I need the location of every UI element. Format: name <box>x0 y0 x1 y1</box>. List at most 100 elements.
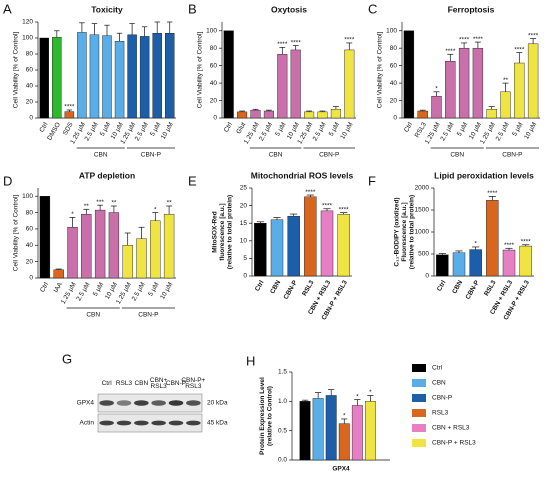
bar <box>304 196 317 277</box>
group-label: CBN <box>94 152 108 159</box>
lane-label-line: CBN-P+ <box>181 377 205 384</box>
y-tick-label: 120 <box>22 19 33 26</box>
y-tick-label: 1500 <box>415 207 430 214</box>
panel-letter: C <box>368 1 377 16</box>
bar <box>277 54 288 119</box>
x-tick-label: Glut <box>235 121 247 135</box>
y-axis-label: MitoSOX-Red <box>212 211 219 253</box>
bar <box>500 91 511 119</box>
y-tick-label: 1.0 <box>278 398 287 405</box>
y-tick-label: 10 <box>240 238 248 245</box>
bar <box>165 33 175 119</box>
lane-label: CBN <box>134 380 148 387</box>
lane-label: Ctrl <box>102 380 113 387</box>
lane-label: CBN+ RSL3 <box>150 377 168 390</box>
significance-label: ** <box>167 200 173 207</box>
blot-band <box>134 420 149 426</box>
group-label: CBN-P <box>502 152 522 159</box>
lane-label-line: Ctrl <box>102 380 113 387</box>
blot-band <box>134 400 149 406</box>
chart-title: Ferroptosis <box>448 4 495 14</box>
bar <box>325 395 337 461</box>
lane-label: CBN-P <box>166 380 186 387</box>
panel-letter: D <box>3 173 12 188</box>
y-tick-label: 80 <box>26 209 34 216</box>
row-size: 20 kDa <box>207 400 228 407</box>
y-tick-label: 0 <box>213 115 217 122</box>
y-tick-label: 25 <box>240 185 248 192</box>
chart-title: Mitochondrial ROS levels <box>251 170 354 180</box>
bar <box>223 30 234 119</box>
y-tick-label: 0 <box>243 273 247 280</box>
chart-title: Lipid peroxidation levels <box>434 170 534 180</box>
y-axis-label: fluorescence [a.u.] <box>219 203 226 260</box>
bar <box>136 238 147 279</box>
bar <box>469 249 482 277</box>
y-tick-label: 0 <box>29 275 33 282</box>
y-axis-label: Cell Viability [% of Control] <box>377 32 384 109</box>
group-label: CBN-P <box>319 152 339 159</box>
x-tick-label: GPX4 <box>332 466 350 473</box>
lane-label-line: RSL3 <box>116 380 133 387</box>
y-axis-label: (relative to total protein) <box>409 195 416 269</box>
y-tick-label: 20 <box>210 97 218 104</box>
bar <box>122 245 133 279</box>
significance-label: **** <box>521 238 532 245</box>
bar <box>53 269 64 279</box>
significance-label: **** <box>322 202 333 209</box>
bar <box>502 249 516 277</box>
bar <box>287 215 300 277</box>
x-tick-label: 10 µM <box>523 121 538 140</box>
bar <box>270 219 284 277</box>
bar <box>472 47 484 119</box>
legend-swatch <box>412 364 426 372</box>
legend-label: CBN <box>432 380 446 387</box>
y-tick-label: 5 <box>243 255 247 262</box>
significance-label: **** <box>473 36 484 43</box>
x-tick-label: CBN <box>269 279 282 295</box>
blot-band <box>168 400 184 406</box>
row-size: 45 kDa <box>207 420 228 427</box>
significance-label: **** <box>487 190 498 197</box>
bar <box>364 401 376 461</box>
significance-label: * <box>474 241 477 248</box>
legend-label: CBN-P + RSL3 <box>432 440 476 447</box>
panel-letter: G <box>62 351 72 366</box>
y-tick-label: 80 <box>210 45 218 52</box>
y-tick-label: 40 <box>210 80 218 87</box>
bar <box>436 254 449 277</box>
significance-label: * <box>356 393 359 400</box>
legend-label: Ctrl <box>432 365 443 372</box>
bar <box>337 214 350 277</box>
significance-label: ** <box>503 77 509 84</box>
y-tick-label: 2000 <box>415 185 430 192</box>
legend-label: CBN-P <box>432 395 452 402</box>
y-tick-label: 15 <box>240 220 248 227</box>
x-tick-label: CBN <box>451 279 464 295</box>
lane-label: RSL3 <box>116 380 133 387</box>
bar <box>163 213 175 279</box>
lane-label-line: CBN+ <box>150 377 168 384</box>
x-tick-label: 5 µM <box>147 281 160 297</box>
panel-letter: B <box>188 1 197 16</box>
bar <box>94 209 106 279</box>
y-axis-label: Cell Viability [% of Control] <box>197 32 204 109</box>
legend-swatch <box>412 409 426 417</box>
significance-label: * <box>369 389 372 396</box>
x-tick-label: 2.5 µM <box>495 121 511 142</box>
significance-label: **** <box>277 41 288 48</box>
panel-letter: E <box>188 173 197 188</box>
y-tick-label: 0.5 <box>278 427 287 434</box>
bar <box>67 227 78 279</box>
bar <box>237 111 248 119</box>
bar <box>150 220 161 279</box>
y-axis-label: (relative to Control) <box>267 386 274 446</box>
y-tick-label: 100 <box>22 193 33 200</box>
bar <box>39 195 51 279</box>
significance-label: ** <box>84 203 90 210</box>
bar <box>89 34 100 119</box>
group-label: CBN <box>269 152 283 159</box>
bar <box>320 210 334 277</box>
significance-label: * <box>154 206 157 213</box>
bar <box>254 222 267 277</box>
